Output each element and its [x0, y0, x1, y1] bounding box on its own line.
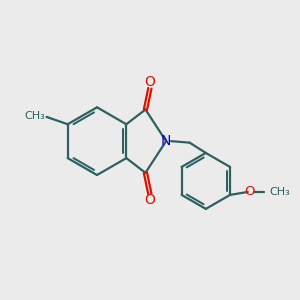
Text: N: N: [161, 134, 171, 148]
Text: O: O: [144, 193, 155, 207]
Text: O: O: [244, 185, 255, 199]
Text: CH₃: CH₃: [269, 187, 290, 197]
Text: CH₃: CH₃: [24, 111, 45, 121]
Text: O: O: [144, 75, 155, 89]
